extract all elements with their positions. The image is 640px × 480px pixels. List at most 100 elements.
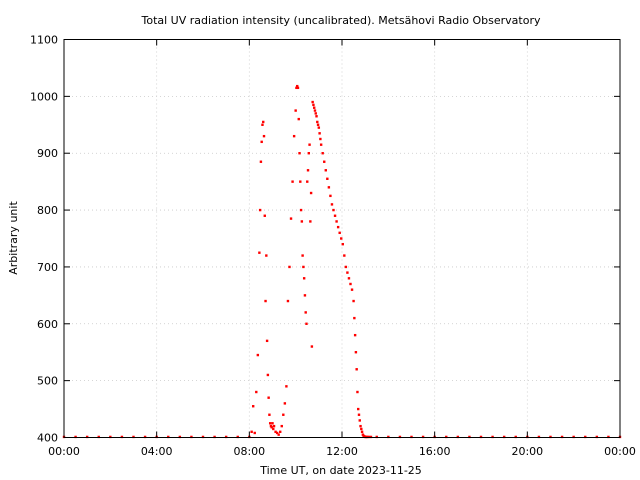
data-point [360, 430, 364, 434]
data-point [560, 435, 564, 439]
data-point [375, 435, 378, 439]
data-point [143, 435, 147, 439]
data-point [338, 231, 341, 235]
data-point [304, 311, 307, 314]
data-point [261, 123, 264, 126]
data-point [267, 396, 270, 399]
data-point [421, 435, 425, 439]
data-point [353, 316, 356, 320]
data-point [277, 433, 280, 436]
data-point [349, 282, 352, 286]
data-point [256, 353, 260, 357]
data-point [307, 152, 310, 155]
data-point [317, 126, 321, 129]
data-point [479, 435, 483, 439]
data-point [85, 435, 89, 439]
data-point [236, 435, 239, 439]
data-point [303, 294, 307, 297]
data-point [357, 407, 360, 411]
data-point [296, 86, 300, 90]
data-point [584, 435, 587, 439]
y-tick-label: 600 [37, 318, 58, 331]
data-point [286, 299, 290, 303]
data-point [347, 277, 351, 280]
data-point [285, 385, 288, 388]
data-point [190, 435, 193, 439]
data-point [109, 435, 112, 439]
data-point [298, 152, 301, 155]
data-point [319, 143, 323, 146]
data-point [335, 220, 338, 223]
data-point [315, 115, 318, 118]
data-point [336, 225, 340, 229]
data-point [308, 143, 311, 146]
data-point [310, 345, 314, 348]
data-point [332, 208, 335, 212]
data-point [299, 180, 302, 183]
data-point [272, 427, 275, 431]
data-point [306, 169, 310, 172]
data-point [329, 194, 332, 198]
data-point [514, 435, 517, 439]
data-point [279, 430, 282, 434]
data-point [295, 86, 298, 90]
data-point [305, 322, 308, 325]
data-point [502, 435, 506, 439]
data-point [369, 435, 373, 439]
data-point [288, 265, 291, 269]
data-point [352, 299, 355, 303]
y-tick-label: 700 [37, 261, 58, 274]
data-point [178, 435, 182, 439]
data-point [491, 435, 494, 439]
data-point [268, 413, 271, 416]
data-point [292, 134, 296, 138]
data-point [468, 435, 471, 439]
data-point [271, 422, 274, 425]
data-point [258, 251, 261, 254]
data-point [309, 191, 313, 195]
data-point [314, 112, 317, 115]
data-point [595, 435, 599, 439]
x-tick-label: 16:00 [419, 445, 451, 458]
data-point [313, 106, 316, 109]
data-point [97, 435, 100, 439]
data-point [253, 431, 256, 435]
data-point [260, 140, 263, 144]
x-tick-label: 00:00 [604, 445, 636, 458]
data-point [294, 109, 297, 112]
data-point [318, 132, 321, 135]
data-point [350, 288, 354, 291]
axis-ticks [63, 39, 621, 438]
grid-lines [64, 39, 620, 438]
data-point [213, 435, 216, 439]
data-point [572, 435, 575, 439]
y-tick-label: 800 [37, 204, 58, 217]
data-point [353, 333, 357, 337]
data-point [296, 84, 299, 88]
data-point [321, 152, 324, 155]
data-point [387, 435, 390, 439]
data-point [357, 413, 361, 416]
data-point [283, 402, 287, 405]
chart-title: Total UV radiation intensity (uncalibrat… [141, 14, 541, 27]
data-point [306, 180, 309, 183]
data-point [324, 169, 327, 172]
x-tick-labels: 00:00 04:00 08:00 12:00 16:00 20:00 00:00 [48, 445, 636, 458]
data-point [326, 177, 329, 180]
data-point [132, 435, 135, 439]
data-point [330, 203, 334, 206]
data-point [323, 160, 326, 163]
data-point [120, 435, 124, 439]
y-tick-label: 1000 [30, 90, 58, 103]
data-point [346, 271, 349, 274]
data-point [301, 254, 304, 257]
data-point [259, 160, 263, 163]
data-point [355, 368, 358, 371]
data-point [265, 339, 269, 343]
data-point [340, 237, 343, 240]
data-point [341, 242, 344, 246]
data-point [537, 435, 541, 439]
data-point [289, 217, 293, 220]
x-tick-label: 08:00 [233, 445, 265, 458]
